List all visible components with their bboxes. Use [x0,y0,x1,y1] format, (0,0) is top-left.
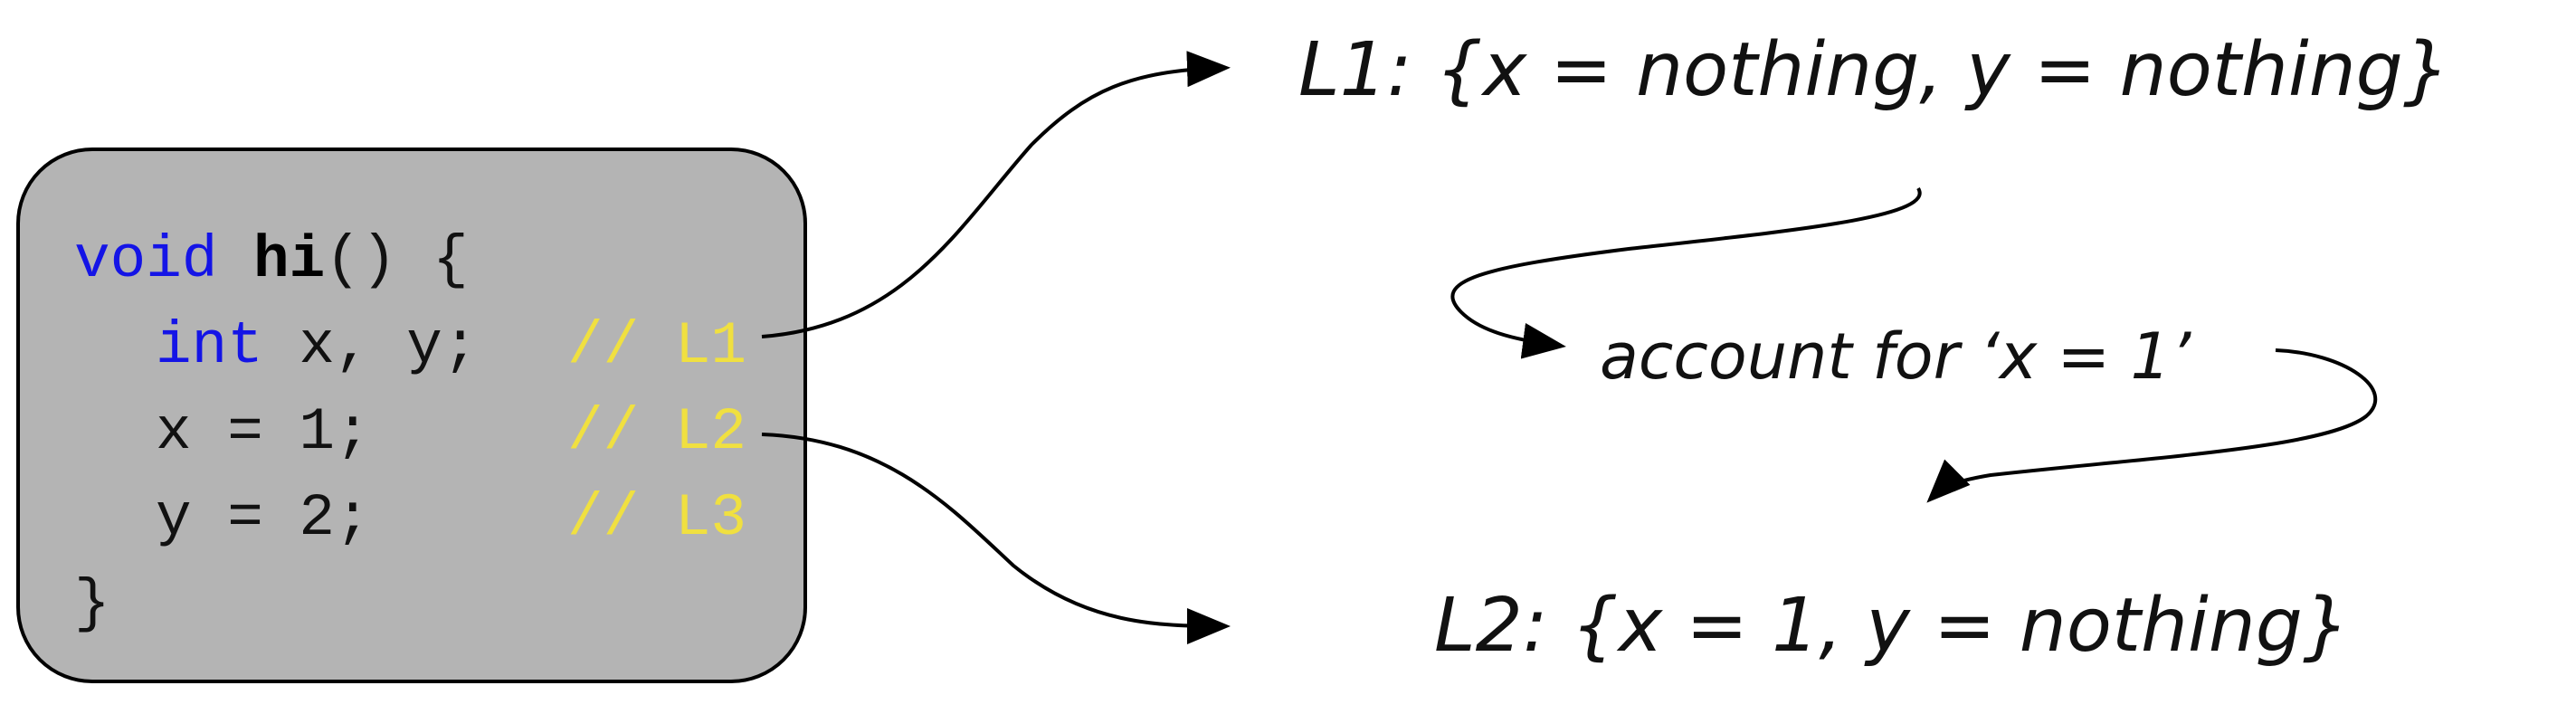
code-text: () { [325,226,469,294]
arrow-state1-to-note [1450,186,1922,359]
code-line-3: x = 1; [156,398,371,466]
state-l1: L1: {x = nothing, y = nothing} [1298,27,2450,113]
code-line-5: } [74,570,110,638]
state-l2: L2: {x = 1, y = nothing} [1434,583,2350,669]
comment-l1: // L1 [567,312,747,380]
keyword-void: void [74,226,218,294]
arrow-l1-to-state1 [761,51,1231,338]
code-text: x, y; [262,312,479,380]
transition-label: account for ‘x = 1’ [1600,319,2191,394]
function-name: hi [253,226,326,294]
code-line-1: void hi() { [74,228,469,293]
comment-l2: // L2 [567,398,747,466]
code-line-4: y = 2; [156,484,371,552]
code-block: void hi() { int x, y; // L1 x = 1; // L2… [16,148,807,683]
keyword-int: int [156,312,263,380]
arrow-l2-to-state2 [761,433,1231,644]
arrow-note-to-state2 [1926,348,2378,503]
code-line-2: int x, y; [156,314,478,379]
comment-l3: // L3 [567,484,747,552]
